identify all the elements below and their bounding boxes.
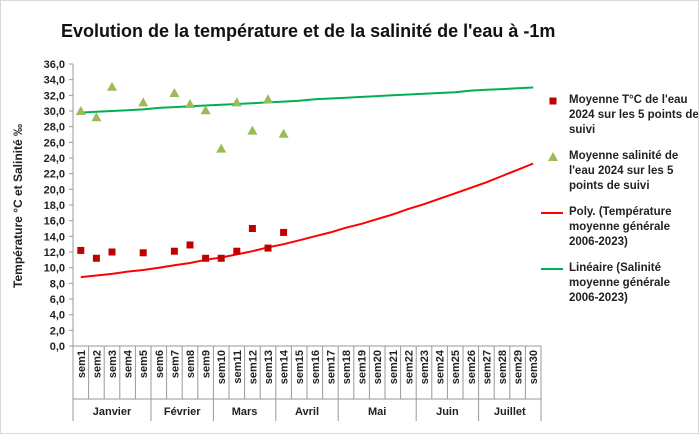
marker-triangle bbox=[263, 94, 273, 104]
marker-square bbox=[92, 254, 100, 262]
x-tick-label: sem27 bbox=[481, 350, 493, 384]
y-tick-label: 0,0 bbox=[50, 341, 65, 353]
x-tick-label: sem23 bbox=[419, 350, 431, 384]
x-tick-label: sem12 bbox=[247, 350, 259, 384]
marker-triangle bbox=[169, 87, 180, 97]
y-tick-label: 30,0 bbox=[44, 106, 65, 118]
trend-line bbox=[80, 86, 534, 114]
group-label: Mars bbox=[232, 406, 258, 418]
marker-triangle bbox=[91, 112, 102, 122]
y-tick-label: 16,0 bbox=[44, 216, 65, 228]
x-tick-label: sem1 bbox=[76, 350, 88, 378]
y-tick-label: 6,0 bbox=[50, 294, 65, 306]
marker-triangle bbox=[247, 125, 258, 135]
group-label: Juillet bbox=[494, 406, 526, 418]
y-tick-label: 18,0 bbox=[44, 200, 65, 212]
marker-square bbox=[280, 228, 288, 236]
marker-triangle bbox=[278, 128, 289, 138]
marker-square bbox=[233, 247, 241, 255]
x-tick-label: sem14 bbox=[279, 349, 291, 384]
x-tick-label: sem24 bbox=[435, 349, 447, 384]
x-tick-label: sem2 bbox=[91, 350, 103, 378]
y-tick-label: 26,0 bbox=[44, 137, 65, 149]
x-tick-label: sem13 bbox=[263, 350, 275, 384]
legend-label: Moyenne T°C de l'eau 2024 sur les 5 poin… bbox=[569, 94, 699, 136]
x-tick-label: sem21 bbox=[388, 350, 400, 384]
x-tick-label: sem16 bbox=[310, 350, 322, 384]
y-tick-label: 32,0 bbox=[44, 90, 65, 102]
marker-triangle bbox=[75, 106, 86, 115]
y-tick-label: 8,0 bbox=[50, 278, 65, 290]
y-tick-label: 20,0 bbox=[44, 184, 65, 196]
x-tick-label: sem19 bbox=[357, 350, 369, 384]
marker-square bbox=[248, 225, 256, 232]
legend-label: Poly. (Température moyenne générale 2006… bbox=[569, 206, 672, 248]
marker-square bbox=[186, 241, 194, 249]
y-tick-label: 22,0 bbox=[44, 169, 65, 181]
x-tick-label: sem8 bbox=[185, 350, 197, 378]
marker-triangle bbox=[138, 97, 149, 107]
trend-line bbox=[80, 162, 534, 279]
chart-title: Evolution de la température et de la sal… bbox=[61, 21, 555, 41]
x-tick-label: sem10 bbox=[216, 350, 228, 384]
x-tick-label: sem11 bbox=[232, 350, 244, 384]
x-tick-label: sem5 bbox=[138, 350, 150, 378]
x-tick-label: sem4 bbox=[123, 349, 135, 378]
y-tick-label: 12,0 bbox=[44, 247, 65, 259]
y-tick-label: 14,0 bbox=[44, 231, 65, 243]
group-label: Juin bbox=[436, 406, 459, 418]
marker-triangle bbox=[216, 143, 227, 153]
x-tick-label: sem7 bbox=[169, 350, 181, 378]
marker-triangle bbox=[107, 81, 117, 91]
x-tick-label: sem26 bbox=[466, 350, 478, 384]
y-tick-label: 34,0 bbox=[44, 75, 65, 87]
y-tick-label: 4,0 bbox=[50, 310, 65, 322]
x-tick-label: sem18 bbox=[341, 350, 353, 384]
y-tick-label: 36,0 bbox=[44, 59, 65, 71]
x-tick-label: sem30 bbox=[528, 350, 540, 384]
x-tick-label: sem15 bbox=[294, 350, 306, 384]
marker-square bbox=[170, 247, 178, 255]
y-tick-label: 10,0 bbox=[44, 263, 65, 275]
x-tick-label: sem29 bbox=[513, 350, 525, 384]
y-tick-label: 2,0 bbox=[50, 325, 65, 337]
y-tick-label: 28,0 bbox=[44, 122, 65, 134]
x-tick-label: sem25 bbox=[450, 350, 462, 384]
marker-triangle bbox=[548, 152, 558, 161]
group-label: Mai bbox=[368, 406, 386, 418]
group-label: Février bbox=[164, 406, 201, 418]
x-tick-label: sem22 bbox=[403, 350, 415, 384]
legend-label: Moyenne salinité de l'eau 2024 sur les 5… bbox=[569, 150, 679, 192]
marker-square bbox=[139, 249, 147, 257]
marker-square bbox=[217, 254, 225, 262]
y-tick-label: 24,0 bbox=[44, 153, 65, 165]
legend-label: Linéaire (Salinité moyenne générale 2006… bbox=[569, 262, 670, 304]
x-tick-label: sem20 bbox=[372, 350, 384, 384]
x-tick-label: sem17 bbox=[325, 350, 337, 384]
marker-triangle bbox=[231, 97, 242, 107]
x-tick-label: sem6 bbox=[154, 350, 166, 378]
x-tick-label: sem9 bbox=[201, 350, 213, 378]
marker-square bbox=[549, 97, 557, 105]
y-axis-label: Température °C et Salinité ‰ bbox=[11, 124, 25, 288]
marker-square bbox=[202, 254, 210, 262]
group-label: Avril bbox=[295, 406, 319, 418]
x-tick-label: sem3 bbox=[107, 350, 119, 378]
x-tick-label: sem28 bbox=[497, 350, 509, 384]
marker-square bbox=[108, 248, 116, 256]
marker-square bbox=[77, 246, 85, 254]
marker-triangle bbox=[185, 98, 195, 108]
marker-triangle bbox=[200, 105, 211, 115]
marker-square bbox=[264, 244, 272, 252]
group-label: Janvier bbox=[93, 406, 132, 418]
